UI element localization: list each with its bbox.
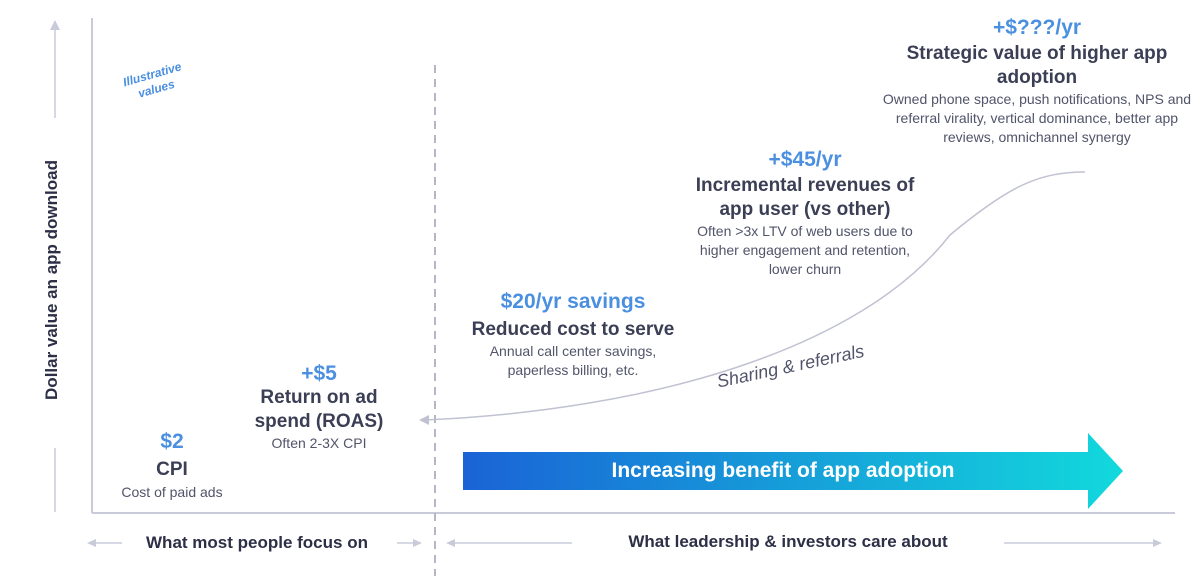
stage-roas: +$5 Return on ad spend (ROAS) Often 2-3X… bbox=[244, 362, 394, 453]
benefit-arrow-label: Increasing benefit of app adoption bbox=[611, 459, 955, 482]
stage-subtitle: Often >3x LTV of web users due to higher… bbox=[697, 223, 913, 277]
x-right-arrow-head bbox=[1153, 539, 1162, 547]
benefit-arrow bbox=[463, 433, 1123, 509]
stage-value: +$5 bbox=[301, 362, 337, 385]
stage-title: Return on ad spend (ROAS) bbox=[254, 387, 384, 432]
stage-incremental-revenue: +$45/yr Incremental revenues of app user… bbox=[680, 148, 930, 279]
stage-value: +$45/yr bbox=[768, 148, 842, 171]
x-mid-left-arrow-head bbox=[413, 539, 422, 547]
stage-subtitle: Cost of paid ads bbox=[121, 484, 223, 500]
stage-subtitle: Owned phone space, push notifications, N… bbox=[882, 91, 1192, 145]
stage-title: Strategic value of higher app adoption bbox=[906, 43, 1168, 88]
x-mid-right-arrow-head bbox=[446, 539, 455, 547]
stage-title: CPI bbox=[156, 459, 188, 480]
stage-subtitle: Annual call center savings, paperless bi… bbox=[489, 343, 657, 378]
stage-value: +$???/yr bbox=[992, 16, 1082, 39]
y-axis-label: Dollar value an app download bbox=[42, 160, 61, 400]
x-left-label: What most people focus on bbox=[146, 533, 368, 552]
stage-title: Incremental revenues of app user (vs oth… bbox=[695, 175, 915, 220]
y-arrow-head bbox=[50, 20, 60, 30]
stage-value: $20/yr savings bbox=[500, 290, 646, 313]
value-curve-arrowhead bbox=[419, 415, 429, 425]
value-curve bbox=[424, 171, 1086, 421]
stage-title: Reduced cost to serve bbox=[471, 319, 675, 340]
x-left-arrow-head bbox=[87, 539, 96, 547]
stage-value: $2 bbox=[160, 430, 184, 453]
stage-subtitle: Often 2-3X CPI bbox=[271, 435, 367, 451]
stage-cost-to-serve: $20/yr savings Reduced cost to serve Ann… bbox=[462, 290, 684, 380]
x-right-label: What leadership & investors care about bbox=[628, 532, 948, 551]
stage-cpi: $2 CPI Cost of paid ads bbox=[110, 430, 234, 502]
stage-strategic-value: +$???/yr Strategic value of higher app a… bbox=[878, 16, 1196, 147]
